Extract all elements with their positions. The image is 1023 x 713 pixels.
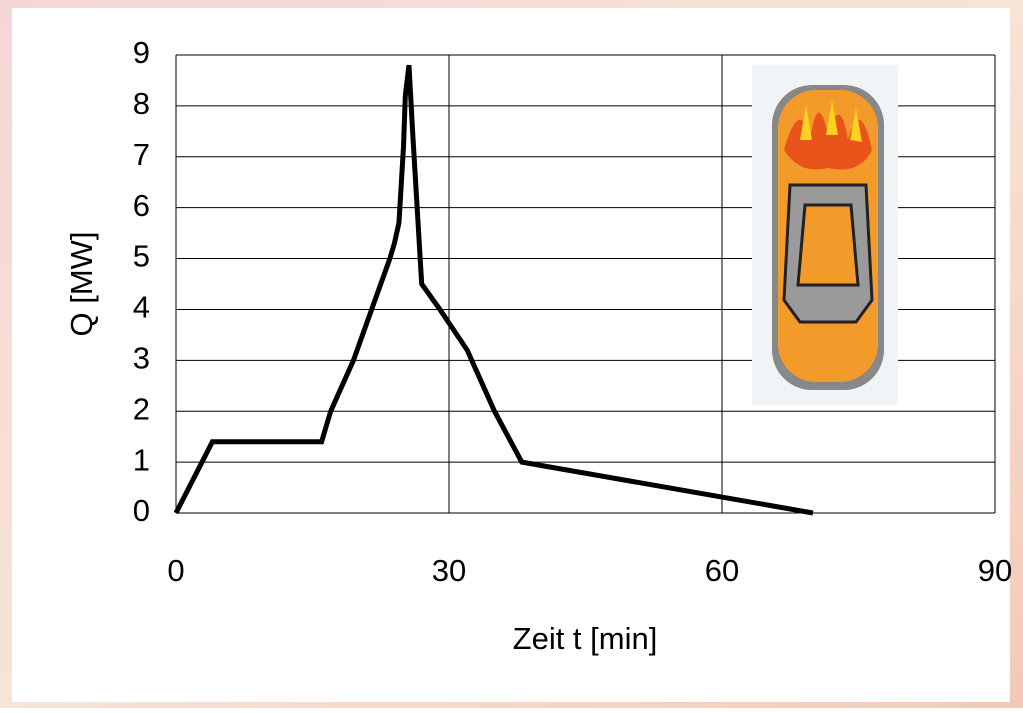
y-tick-label: 3 xyxy=(133,341,150,376)
x-axis-label: Zeit t [min] xyxy=(513,621,658,656)
y-tick-label: 9 xyxy=(133,35,150,70)
y-tick-label: 7 xyxy=(133,137,150,172)
y-tick-label: 4 xyxy=(133,290,150,325)
y-tick-label: 0 xyxy=(133,493,150,528)
data-line xyxy=(173,64,814,516)
x-tick-label: 60 xyxy=(705,553,739,588)
y-tick-label: 5 xyxy=(133,239,150,274)
x-tick-label: 90 xyxy=(978,553,1012,588)
y-tick-label: 8 xyxy=(133,86,150,121)
car-illustration xyxy=(752,65,898,405)
x-tick-label: 30 xyxy=(432,553,466,588)
y-tick-label: 6 xyxy=(133,188,150,223)
x-tick-label: 0 xyxy=(167,553,184,588)
y-tick-label: 2 xyxy=(133,391,150,426)
y-axis-label: Q [MW] xyxy=(64,231,99,336)
y-tick-label: 1 xyxy=(133,442,150,477)
